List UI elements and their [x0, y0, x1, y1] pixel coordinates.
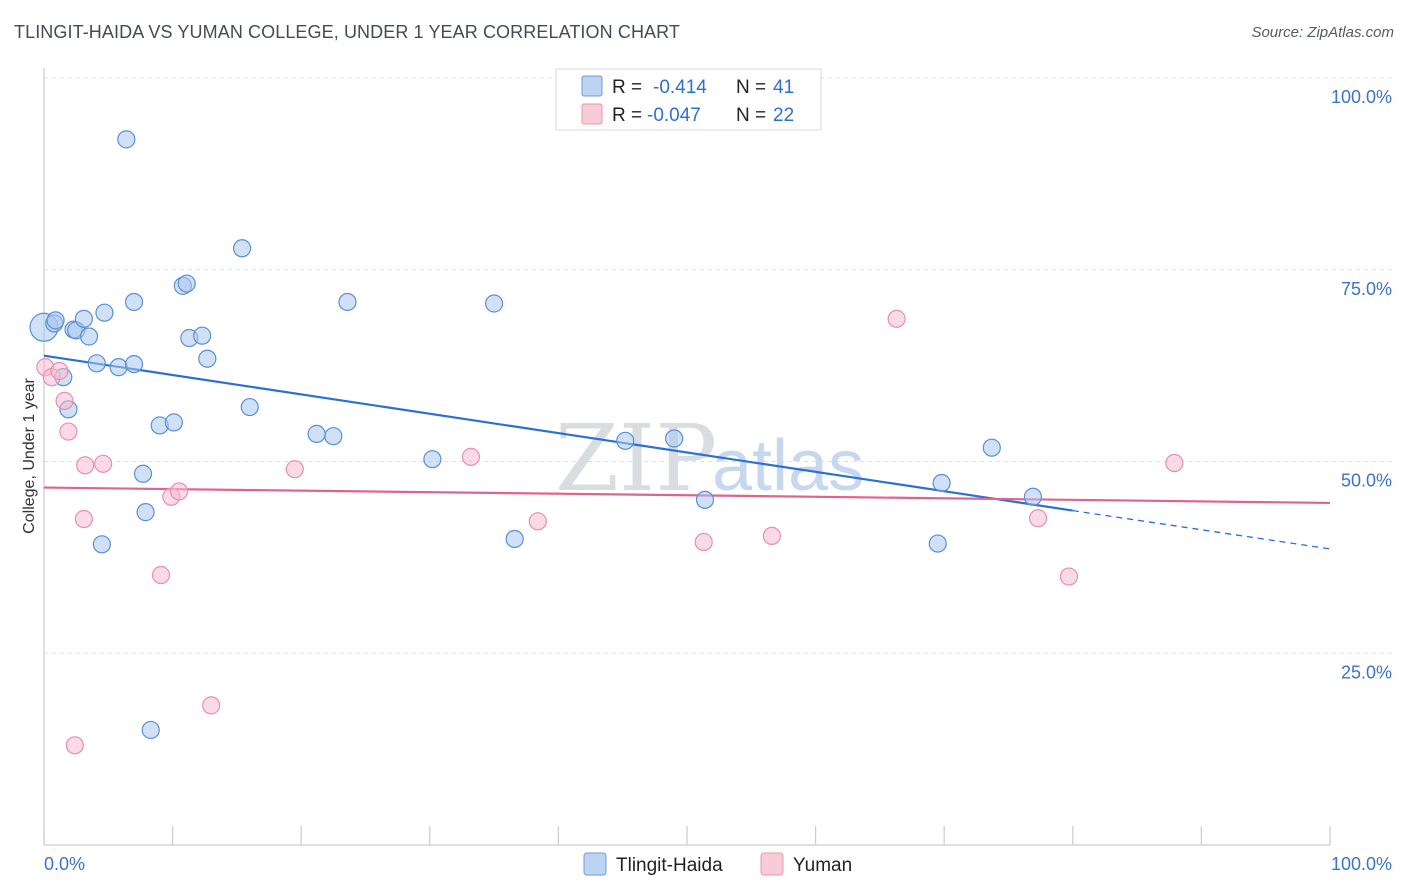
data-point-yuman	[762, 526, 781, 545]
y-tick-labels: 100.0% 75.0% 50.0% 25.0%	[1331, 87, 1392, 682]
data-point-yuman	[151, 565, 171, 585]
stat-n-value-1: 41	[773, 77, 794, 98]
stat-r-label-2: R =	[612, 105, 642, 126]
data-point-tlingit-haida	[124, 292, 144, 312]
data-point-yuman	[1028, 509, 1048, 528]
data-point-tlingit-haida	[982, 438, 1001, 457]
axes	[43, 68, 1331, 846]
data-point-yuman	[202, 696, 221, 715]
data-point-tlingit-haida	[133, 464, 153, 483]
y-tick-label: 75.0%	[1341, 279, 1392, 299]
data-point-tlingit-haida	[46, 311, 65, 330]
x-tick-labels: 0.0% 100.0%	[44, 854, 1392, 874]
data-point-tlingit-haida	[928, 534, 947, 553]
data-point-tlingit-haida	[665, 429, 684, 448]
legend-label-yuman: Yuman	[793, 855, 852, 876]
y-tick-label: 100.0%	[1331, 87, 1392, 107]
data-point-yuman	[76, 456, 95, 475]
data-point-tlingit-haida	[141, 720, 160, 740]
data-point-tlingit-haida	[616, 431, 635, 450]
y-tick-label: 25.0%	[1341, 662, 1392, 682]
data-point-tlingit-haida	[338, 292, 357, 312]
data-point-tlingit-haida	[505, 529, 524, 549]
data-point-tlingit-haida	[117, 130, 136, 149]
data-point-yuman	[74, 509, 93, 529]
data-point-tlingit-haida	[324, 427, 343, 446]
data-point-tlingit-haida	[177, 274, 196, 293]
trendline-yuman	[43, 486, 1331, 505]
data-point-yuman	[65, 736, 84, 755]
data-point-yuman	[694, 532, 713, 552]
data-point-yuman	[528, 512, 547, 531]
data-point-tlingit-haida	[74, 309, 93, 328]
chart-title: TLINGIT-HAIDA VS YUMAN COLLEGE, UNDER 1 …	[14, 22, 681, 42]
data-point-tlingit-haida	[92, 535, 111, 554]
trendline-tlingit-haida	[43, 354, 1073, 512]
data-point-tlingit-haida	[124, 354, 144, 374]
data-point-tlingit-haida	[95, 303, 114, 322]
data-point-tlingit-haida	[307, 424, 326, 443]
data-point-tlingit-haida	[695, 490, 715, 509]
data-point-tlingit-haida	[87, 354, 106, 373]
series-legend: Tlingit-Haida Yuman	[583, 852, 852, 876]
source-label: Source: ZipAtlas.com	[1251, 24, 1394, 41]
data-point-tlingit-haida	[240, 397, 259, 417]
data-point-tlingit-haida	[423, 450, 442, 469]
x-tick-label: 100.0%	[1331, 854, 1392, 874]
data-point-yuman	[55, 391, 74, 411]
trendlines	[43, 354, 1331, 550]
x-tick-label: 0.0%	[44, 854, 85, 874]
legend-swatch-yuman	[760, 852, 784, 876]
legend-swatch-tlingit-haida	[583, 852, 607, 876]
watermark-atlas: atlas	[712, 426, 864, 506]
data-point-tlingit-haida	[232, 239, 252, 258]
data-point-tlingit-haida	[1023, 487, 1043, 506]
stat-r-value-1: -0.414	[653, 77, 707, 98]
stats-legend: R = -0.414 N = 41 R = -0.047 N = 22	[555, 68, 822, 131]
data-point-tlingit-haida	[109, 358, 128, 377]
stat-n-label-1: N =	[736, 77, 766, 98]
data-point-yuman	[94, 454, 113, 473]
data-point-yuman	[1059, 567, 1079, 586]
stats-swatch-pink	[581, 103, 603, 125]
y-tick-label: 50.0%	[1341, 471, 1392, 491]
data-point-yuman	[285, 460, 304, 479]
trendline-extension-tlingit-haida	[1072, 509, 1331, 550]
legend-label-tlingit-haida: Tlingit-Haida	[616, 855, 723, 876]
stat-r-label-1: R =	[612, 77, 642, 98]
data-point-tlingit-haida	[164, 413, 183, 432]
data-point-yuman	[461, 447, 481, 466]
data-point-tlingit-haida	[79, 327, 99, 346]
stat-n-value-2: 22	[773, 105, 794, 126]
stat-n-label-2: N =	[736, 105, 766, 126]
stat-r-value-2: -0.047	[647, 105, 701, 126]
y-axis-label: College, Under 1 year	[21, 378, 38, 534]
data-point-tlingit-haida	[485, 294, 504, 313]
data-point-tlingit-haida	[193, 326, 212, 345]
data-point-tlingit-haida	[136, 503, 155, 522]
gridlines	[44, 77, 1392, 654]
data-point-yuman	[59, 422, 78, 441]
data-point-yuman	[1165, 453, 1184, 473]
data-point-yuman	[887, 309, 906, 328]
data-point-tlingit-haida	[932, 473, 951, 493]
data-point-yuman	[169, 482, 189, 501]
data-points	[29, 130, 1184, 755]
data-point-yuman	[50, 361, 69, 381]
data-point-tlingit-haida	[198, 349, 217, 368]
stats-swatch-blue	[581, 75, 603, 97]
